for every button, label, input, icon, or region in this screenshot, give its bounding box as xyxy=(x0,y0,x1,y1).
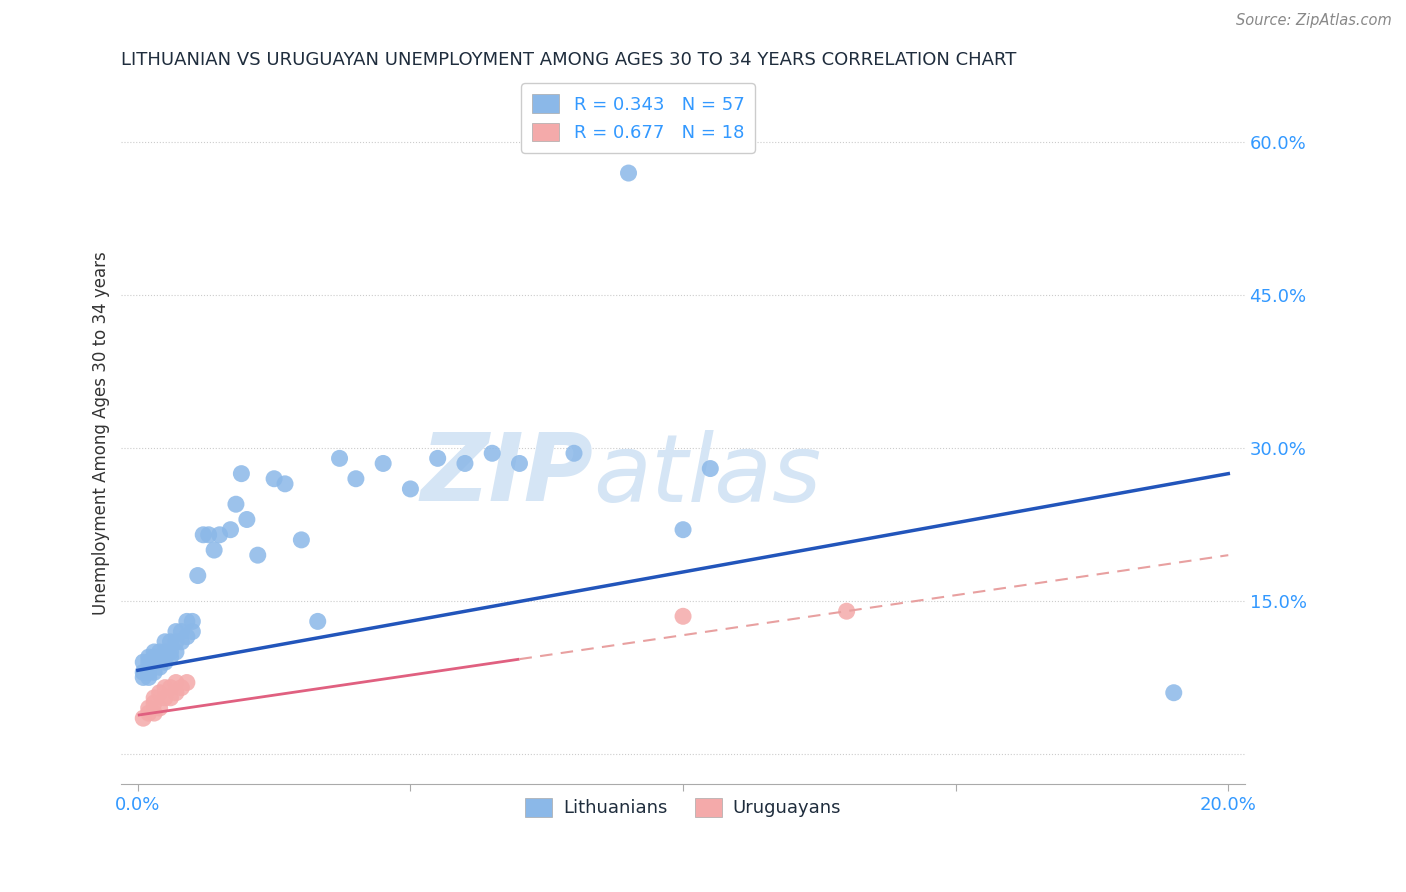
Legend: Lithuanians, Uruguayans: Lithuanians, Uruguayans xyxy=(517,791,848,824)
Lithuanians xyxy=(246,548,269,562)
Lithuanians xyxy=(170,624,193,639)
Uruguayans xyxy=(153,690,176,705)
Lithuanians xyxy=(159,650,181,665)
Lithuanians xyxy=(170,634,193,648)
Lithuanians xyxy=(373,457,395,471)
Lithuanians xyxy=(454,457,477,471)
Lithuanians xyxy=(617,166,640,180)
Lithuanians xyxy=(231,467,253,481)
Lithuanians xyxy=(132,655,155,669)
Lithuanians xyxy=(149,650,172,665)
Uruguayans xyxy=(153,681,176,695)
Uruguayans xyxy=(143,696,166,710)
Lithuanians xyxy=(153,645,176,659)
Lithuanians xyxy=(143,665,166,680)
Lithuanians xyxy=(1163,686,1185,700)
Uruguayans xyxy=(149,701,172,715)
Lithuanians xyxy=(274,476,297,491)
Lithuanians xyxy=(481,446,503,460)
Lithuanians xyxy=(181,624,204,639)
Lithuanians xyxy=(208,528,231,542)
Lithuanians xyxy=(193,528,215,542)
Lithuanians xyxy=(138,670,160,684)
Text: ZIP: ZIP xyxy=(420,429,593,521)
Uruguayans xyxy=(159,681,181,695)
Lithuanians xyxy=(138,665,160,680)
Uruguayans xyxy=(143,690,166,705)
Lithuanians xyxy=(149,660,172,674)
Lithuanians xyxy=(149,645,172,659)
Lithuanians xyxy=(307,615,329,629)
Lithuanians xyxy=(153,650,176,665)
Uruguayans xyxy=(138,701,160,715)
Lithuanians xyxy=(143,655,166,669)
Lithuanians xyxy=(236,512,259,526)
Uruguayans xyxy=(835,604,858,618)
Lithuanians xyxy=(197,528,219,542)
Lithuanians xyxy=(562,446,585,460)
Lithuanians xyxy=(165,634,187,648)
Uruguayans xyxy=(176,675,198,690)
Lithuanians xyxy=(132,670,155,684)
Lithuanians xyxy=(225,497,247,511)
Lithuanians xyxy=(176,615,198,629)
Uruguayans xyxy=(149,686,172,700)
Lithuanians xyxy=(165,645,187,659)
Lithuanians xyxy=(328,451,350,466)
Uruguayans xyxy=(672,609,695,624)
Lithuanians xyxy=(138,650,160,665)
Lithuanians xyxy=(426,451,449,466)
Lithuanians xyxy=(263,472,285,486)
Lithuanians xyxy=(202,543,225,558)
Lithuanians xyxy=(153,634,176,648)
Lithuanians xyxy=(181,615,204,629)
Uruguayans xyxy=(132,711,155,725)
Lithuanians xyxy=(159,634,181,648)
Text: LITHUANIAN VS URUGUAYAN UNEMPLOYMENT AMONG AGES 30 TO 34 YEARS CORRELATION CHART: LITHUANIAN VS URUGUAYAN UNEMPLOYMENT AMO… xyxy=(121,51,1017,69)
Y-axis label: Unemployment Among Ages 30 to 34 years: Unemployment Among Ages 30 to 34 years xyxy=(93,251,110,615)
Lithuanians xyxy=(143,645,166,659)
Text: atlas: atlas xyxy=(593,430,821,521)
Uruguayans xyxy=(159,690,181,705)
Lithuanians xyxy=(165,624,187,639)
Uruguayans xyxy=(165,675,187,690)
Uruguayans xyxy=(170,681,193,695)
Lithuanians xyxy=(176,630,198,644)
Lithuanians xyxy=(699,461,721,475)
Lithuanians xyxy=(143,650,166,665)
Lithuanians xyxy=(159,645,181,659)
Lithuanians xyxy=(399,482,422,496)
Lithuanians xyxy=(508,457,530,471)
Uruguayans xyxy=(165,686,187,700)
Lithuanians xyxy=(132,665,155,680)
Lithuanians xyxy=(138,655,160,669)
Uruguayans xyxy=(143,706,166,720)
Lithuanians xyxy=(153,655,176,669)
Uruguayans xyxy=(138,706,160,720)
Lithuanians xyxy=(290,533,312,547)
Text: Source: ZipAtlas.com: Source: ZipAtlas.com xyxy=(1236,13,1392,29)
Lithuanians xyxy=(187,568,209,582)
Lithuanians xyxy=(344,472,367,486)
Lithuanians xyxy=(219,523,242,537)
Lithuanians xyxy=(672,523,695,537)
